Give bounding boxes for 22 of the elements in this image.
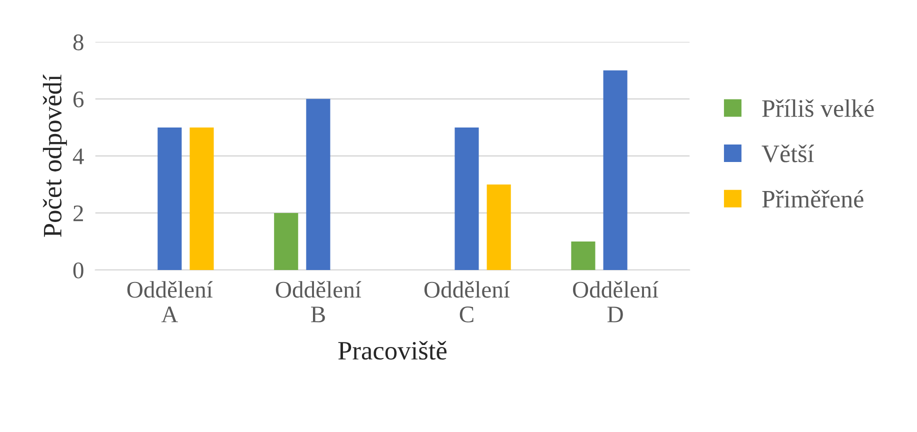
y-axis-title: Počet odpovědí: [42, 74, 67, 237]
y-tick-label: 8: [73, 34, 84, 50]
legend-label: Větší: [762, 144, 814, 162]
bar: [190, 127, 214, 270]
legend-label: Přiměřené: [762, 190, 864, 208]
y-tick-label: 4: [72, 148, 84, 164]
bar: [306, 98, 330, 270]
x-tick-label: Oddělení C: [424, 281, 510, 322]
bar: [158, 127, 182, 270]
y-tick-label: 0: [73, 262, 84, 278]
bar: [454, 127, 479, 270]
legend-label: Příliš velké: [762, 99, 874, 117]
x-tick-label: Oddělení B: [276, 281, 362, 322]
x-axis-title: Pracoviště: [338, 341, 447, 360]
x-tick-label: Oddělení D: [573, 281, 658, 322]
bar: [603, 70, 628, 270]
x-tick-label: Oddělení A: [127, 281, 213, 322]
y-tick-label: 6: [73, 91, 84, 108]
bar: [486, 184, 511, 270]
bar: [274, 212, 298, 270]
y-tick-label: 2: [73, 206, 83, 222]
bar: [571, 241, 596, 270]
